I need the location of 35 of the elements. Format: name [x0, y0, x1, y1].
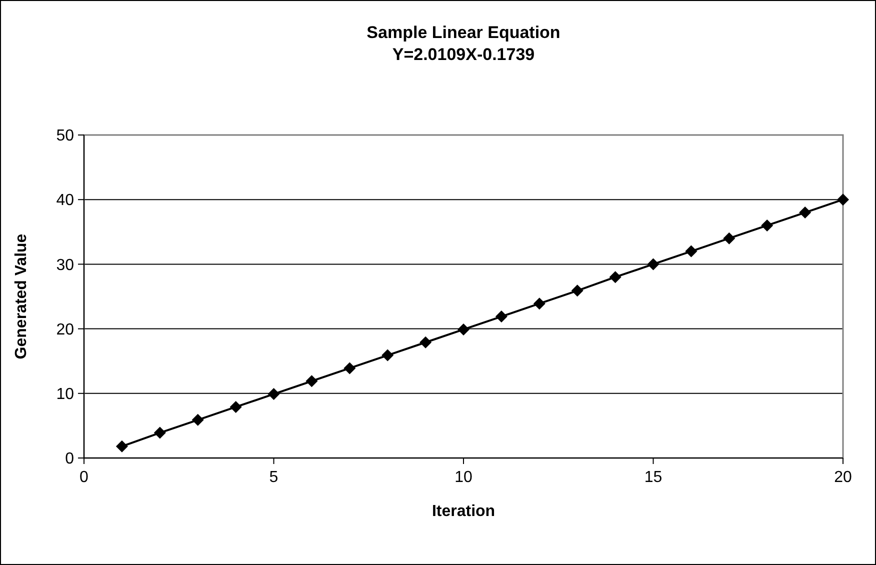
- point: [154, 426, 166, 439]
- point: [458, 323, 470, 336]
- y-tick-label: 0: [65, 450, 74, 468]
- chart-title: Sample Linear Equation: [366, 23, 560, 42]
- point: [382, 349, 394, 362]
- y-tick-label: 30: [56, 256, 74, 274]
- point: [799, 206, 812, 219]
- point: [344, 362, 356, 374]
- point: [192, 414, 204, 426]
- point: [533, 298, 546, 310]
- point: [609, 271, 622, 284]
- point: [230, 400, 242, 413]
- point: [685, 245, 698, 258]
- x-tick-label: 10: [454, 469, 472, 486]
- y-tick-label: 40: [56, 192, 74, 210]
- x-tick-label: 0: [80, 469, 89, 486]
- chart-subtitle: Y=2.0109X-0.1739: [392, 45, 535, 64]
- point: [647, 258, 660, 270]
- point: [116, 440, 128, 452]
- y-tick-label: 50: [56, 128, 74, 145]
- x-axis-title: Iteration: [432, 503, 496, 520]
- y-tick-label: 10: [56, 386, 74, 403]
- point: [723, 232, 736, 244]
- y-tick-label: 20: [56, 321, 74, 338]
- point: [495, 310, 508, 323]
- point: [420, 336, 432, 348]
- point: [268, 388, 280, 400]
- point: [837, 194, 849, 206]
- point: [571, 284, 584, 297]
- x-tick-label: 20: [834, 469, 852, 486]
- point: [306, 375, 318, 388]
- y-axis-title: Generated Value: [13, 234, 30, 360]
- x-tick-label: 5: [269, 469, 278, 486]
- x-tick-label: 15: [644, 469, 662, 486]
- point: [761, 219, 774, 232]
